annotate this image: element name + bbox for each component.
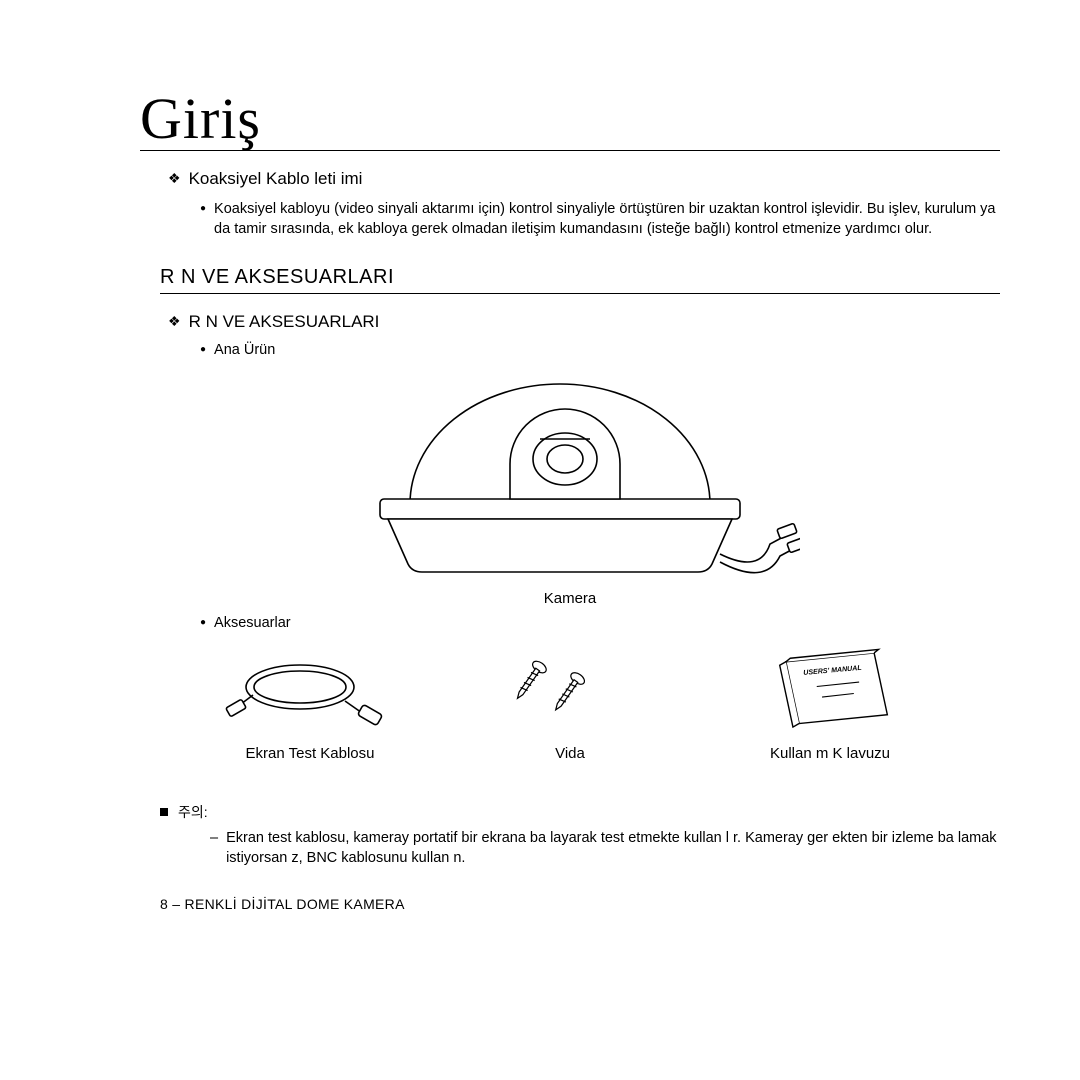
- product-section-title: R N VE AKSESUARLARI: [160, 266, 1000, 294]
- main-product-label: ● Ana Ürün: [200, 342, 1000, 358]
- diamond-icon: ❖: [168, 312, 181, 332]
- screws-icon: [505, 645, 635, 735]
- note-body-text: Ekran test kablosu, kameray portatif bir…: [226, 828, 1000, 869]
- camera-icon: [340, 364, 800, 584]
- bullet-icon: ●: [200, 199, 206, 218]
- accessory-label-manual: Kullan m K lavuzu: [770, 745, 890, 762]
- note-marker-text: 주의:: [178, 802, 208, 822]
- accessory-item-screws: Vida: [485, 645, 655, 762]
- camera-figure: Kamera: [140, 364, 1000, 607]
- dash-icon: –: [210, 828, 218, 869]
- coax-heading: ❖ Koaksiyel Kablo leti imi: [168, 169, 1000, 189]
- coax-heading-text: Koaksiyel Kablo leti imi: [189, 169, 363, 189]
- accessories-label: ● Aksesuarlar: [200, 615, 1000, 631]
- coax-body-text: Koaksiyel kabloyu (video sinyali aktarım…: [214, 199, 1000, 240]
- accessory-item-manual: USERS' MANUAL Kullan m K lavuzu: [745, 645, 915, 762]
- accessory-row: Ekran Test Kablosu: [180, 645, 960, 762]
- bullet-icon: ●: [200, 617, 206, 628]
- note-marker: 주의:: [160, 802, 1000, 822]
- diamond-icon: ❖: [168, 169, 181, 189]
- square-icon: [160, 808, 168, 816]
- note-block: 주의: – Ekran test kablosu, kameray portat…: [160, 802, 1000, 869]
- manual-icon: USERS' MANUAL: [755, 640, 905, 740]
- accessory-label-cable: Ekran Test Kablosu: [246, 745, 375, 762]
- page-footer: 8 – RENKLİ DİJİTAL DOME KAMERA: [160, 896, 1000, 912]
- cable-icon: [225, 645, 395, 735]
- coax-body-block: ● Koaksiyel kabloyu (video sinyali aktar…: [200, 199, 1000, 240]
- accessories-text: Aksesuarlar: [214, 615, 291, 631]
- product-sub-heading: ❖ R N VE AKSESUARLARI: [168, 312, 1000, 332]
- bullet-icon: ●: [200, 344, 206, 355]
- page-title: Giriş: [140, 90, 1000, 151]
- accessory-item-cable: Ekran Test Kablosu: [225, 645, 395, 762]
- main-product-text: Ana Ürün: [214, 342, 275, 358]
- camera-caption: Kamera: [544, 590, 597, 607]
- note-body: – Ekran test kablosu, kameray portatif b…: [210, 828, 1000, 869]
- product-sub-heading-text: R N VE AKSESUARLARI: [189, 312, 380, 332]
- accessory-label-screws: Vida: [555, 745, 585, 762]
